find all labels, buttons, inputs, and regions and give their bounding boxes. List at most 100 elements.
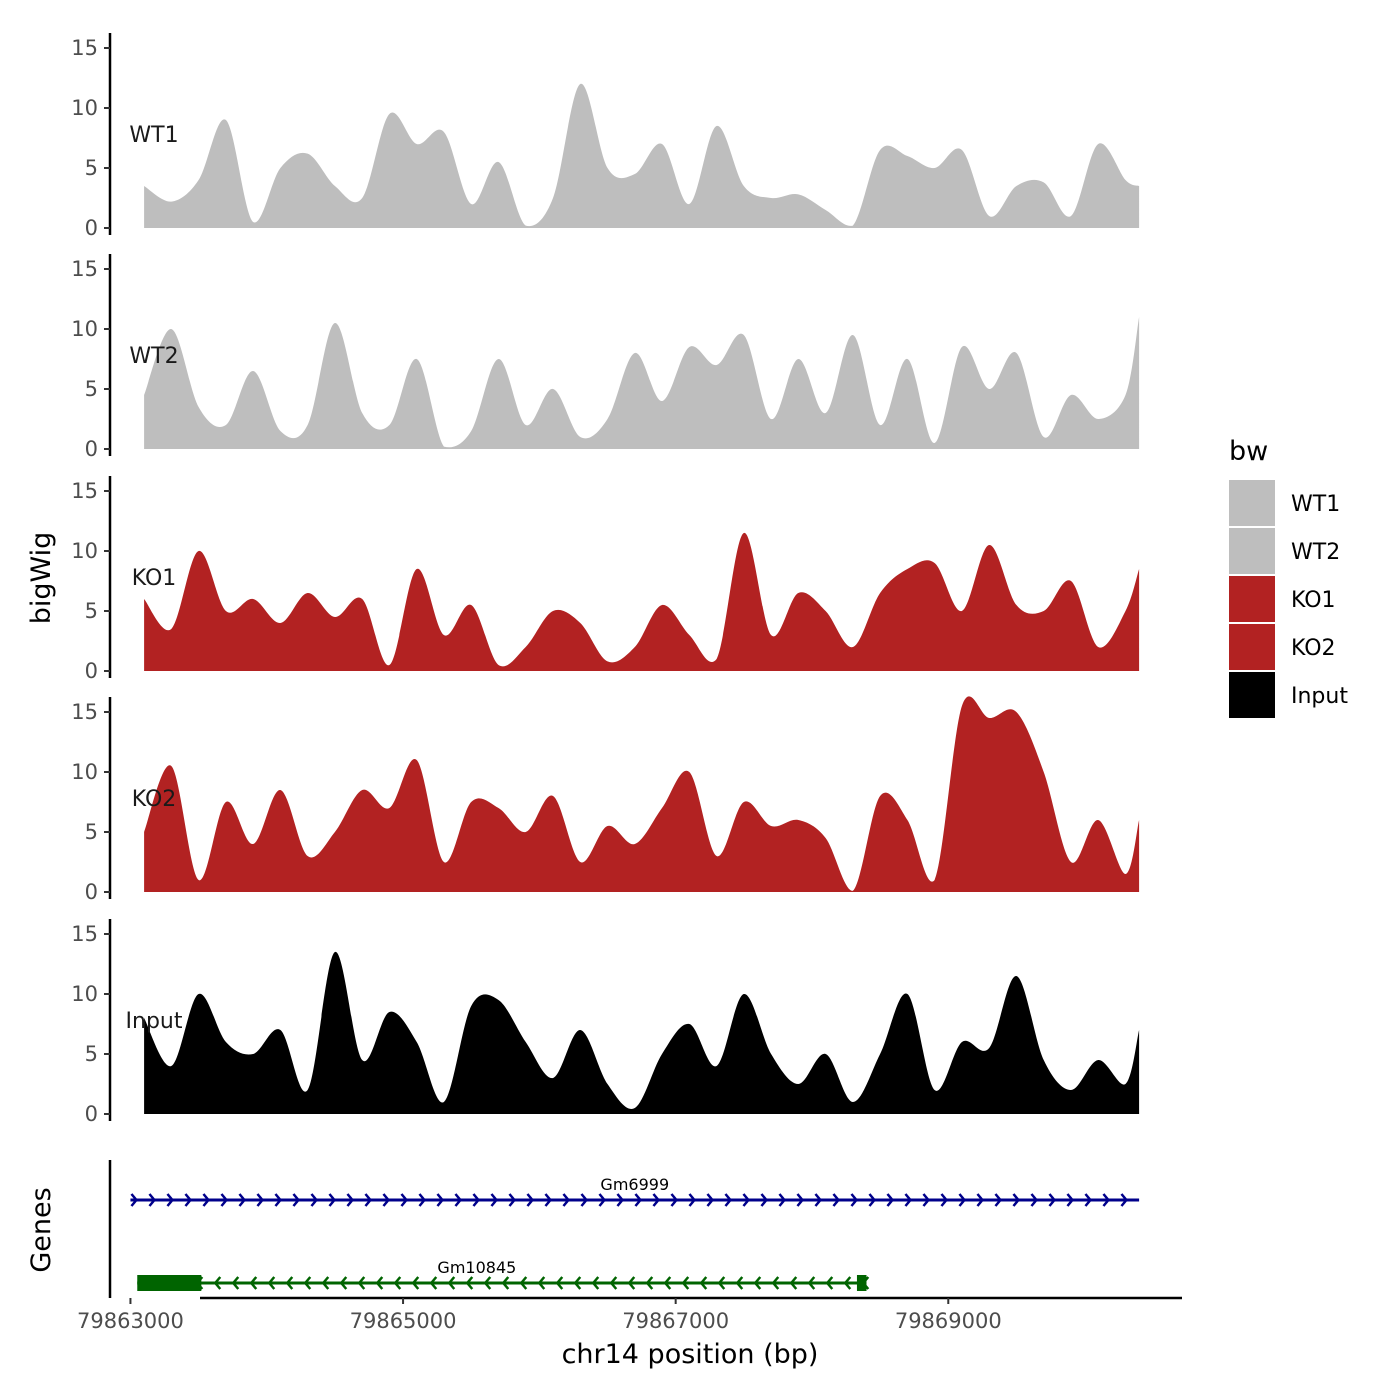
strand-chevron <box>1048 1193 1057 1207</box>
y-axis-title: bigWig <box>26 532 57 625</box>
track-label-wt2: WT2 <box>129 344 178 369</box>
strand-chevron <box>1030 1193 1039 1207</box>
strand-chevron <box>688 1193 697 1207</box>
y-tick-label: 0 <box>85 659 98 683</box>
y-tick-label: 10 <box>71 317 98 341</box>
y-tick-label: 0 <box>85 437 98 461</box>
strand-chevron <box>375 1276 384 1290</box>
strand-chevron <box>501 1276 510 1290</box>
strand-chevron <box>249 1276 258 1290</box>
y-tick-label: 0 <box>85 880 98 904</box>
strand-chevron <box>130 1193 139 1207</box>
strand-chevron <box>166 1193 175 1207</box>
y-tick-label: 5 <box>85 1042 98 1066</box>
x-tick-label: 79865000 <box>350 1309 457 1333</box>
gene-exon <box>137 1275 202 1291</box>
strand-chevron <box>598 1193 607 1207</box>
strand-chevron <box>274 1193 283 1207</box>
y-tick-label: 5 <box>85 156 98 180</box>
y-tick-label: 15 <box>71 479 98 503</box>
strand-chevron <box>544 1193 553 1207</box>
legend-label: Input <box>1291 684 1348 709</box>
strand-chevron <box>904 1193 913 1207</box>
legend-item-input: Input <box>1229 672 1348 718</box>
area-wt1 <box>144 83 1140 229</box>
strand-chevron <box>267 1276 276 1290</box>
area-wt2 <box>144 317 1140 449</box>
strand-chevron <box>771 1276 780 1290</box>
track-label-ko1: KO1 <box>132 566 177 591</box>
track-label-wt1: WT1 <box>129 123 178 148</box>
strand-chevron <box>868 1193 877 1207</box>
y-tick-label: 10 <box>71 96 98 120</box>
y-tick-label: 5 <box>85 599 98 623</box>
strand-chevron <box>580 1193 589 1207</box>
x-tick-label: 79867000 <box>622 1309 729 1333</box>
strand-chevron <box>814 1193 823 1207</box>
strand-chevron <box>357 1276 366 1290</box>
strand-chevron <box>663 1276 672 1290</box>
strand-chevron <box>472 1193 481 1207</box>
strand-chevron <box>231 1276 240 1290</box>
track-ko1: 0 5 10 15 KO1 <box>71 476 1140 683</box>
track-label-ko2: KO2 <box>132 787 177 812</box>
gene-gm6999: Gm6999 <box>130 1175 1140 1207</box>
strand-chevron <box>526 1193 535 1207</box>
y-tick-label: 15 <box>71 700 98 724</box>
strand-chevron <box>436 1193 445 1207</box>
strand-chevron <box>717 1276 726 1290</box>
strand-chevron <box>148 1193 157 1207</box>
strand-chevron <box>400 1193 409 1207</box>
y-tick-label: 10 <box>71 539 98 563</box>
strand-chevron <box>411 1276 420 1290</box>
strand-chevron <box>202 1193 211 1207</box>
y-tick-label: 15 <box>71 36 98 60</box>
strand-chevron <box>418 1193 427 1207</box>
legend-swatch <box>1229 480 1275 526</box>
legend-swatch <box>1229 576 1275 622</box>
y-tick-label: 0 <box>85 1102 98 1126</box>
strand-chevron <box>465 1276 474 1290</box>
strand-chevron <box>328 1193 337 1207</box>
strand-chevron <box>1120 1193 1129 1207</box>
y-tick-label: 15 <box>71 922 98 946</box>
strand-chevron <box>1102 1193 1111 1207</box>
strand-chevron <box>256 1193 265 1207</box>
strand-chevron <box>364 1193 373 1207</box>
strand-chevron <box>310 1193 319 1207</box>
strand-chevron <box>778 1193 787 1207</box>
y-tick-label: 5 <box>85 820 98 844</box>
strand-chevron <box>616 1193 625 1207</box>
strand-chevron <box>681 1276 690 1290</box>
strand-chevron <box>573 1276 582 1290</box>
genes-axis-title: Genes <box>26 1187 57 1272</box>
legend-swatch <box>1229 624 1275 670</box>
y-tick-label: 15 <box>71 257 98 281</box>
strand-chevron <box>562 1193 571 1207</box>
strand-chevron <box>670 1193 679 1207</box>
y-tick-label: 0 <box>85 216 98 240</box>
strand-chevron <box>220 1193 229 1207</box>
strand-chevron <box>285 1276 294 1290</box>
area-ko2 <box>144 696 1140 892</box>
legend-item-ko1: KO1 <box>1229 576 1336 622</box>
strand-chevron <box>591 1276 600 1290</box>
strand-chevron <box>832 1193 841 1207</box>
legend-label: WT2 <box>1291 540 1340 565</box>
strand-chevron <box>886 1193 895 1207</box>
strand-chevron <box>652 1193 661 1207</box>
track-label-input: Input <box>126 1009 183 1034</box>
strand-chevron <box>796 1193 805 1207</box>
legend-item-ko2: KO2 <box>1229 624 1336 670</box>
y-tick-label: 5 <box>85 377 98 401</box>
strand-chevron <box>321 1276 330 1290</box>
strand-chevron <box>789 1276 798 1290</box>
track-input: 0 5 10 15 Input <box>71 919 1140 1126</box>
legend-title: bw <box>1229 436 1268 467</box>
strand-chevron <box>760 1193 769 1207</box>
strand-chevron <box>724 1193 733 1207</box>
strand-chevron <box>1084 1193 1093 1207</box>
area-ko1 <box>144 532 1140 671</box>
strand-chevron <box>699 1276 708 1290</box>
track-ko2: 0 5 10 15 KO2 <box>71 696 1140 904</box>
